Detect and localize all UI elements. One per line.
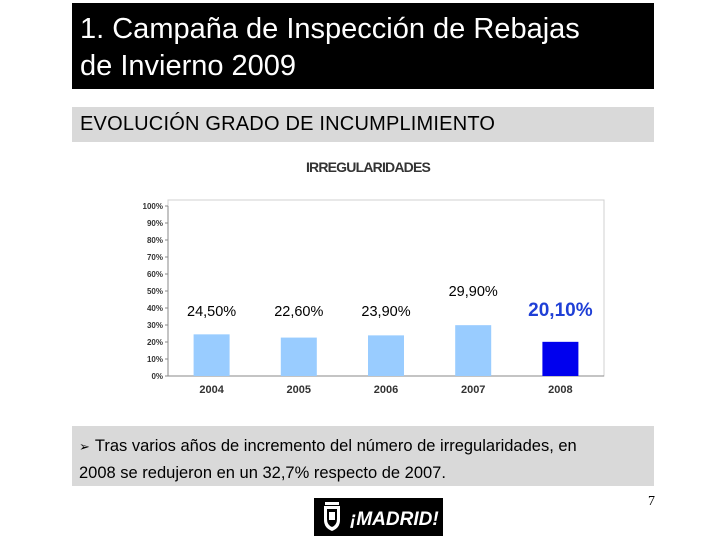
bar-chart-svg: IRREGULARIDADES 0% 10% 20% 30% 40% 50% 60% 70% 8… bbox=[143, 159, 605, 396]
y-tick-label: 40% bbox=[147, 304, 163, 313]
x-tick-label-2005: 2005 bbox=[287, 384, 311, 396]
y-tick-label: 60% bbox=[147, 270, 163, 279]
madrid-logo-text: ¡MADRID! bbox=[350, 509, 439, 530]
bar-2008 bbox=[542, 341, 579, 376]
y-tick-label: 0% bbox=[151, 372, 163, 381]
y-tick-label: 100% bbox=[143, 202, 163, 211]
x-tick-label-2006: 2006 bbox=[374, 384, 398, 396]
section-heading: EVOLUCIÓN GRADO DE INCUMPLIMIENTO bbox=[80, 113, 496, 135]
page-number: 7 bbox=[648, 494, 655, 509]
madrid-logo-svg: ¡MADRID! bbox=[324, 502, 439, 531]
y-tick-label: 30% bbox=[147, 321, 163, 330]
bar-2005 bbox=[280, 337, 317, 376]
madrid-crest-icon bbox=[324, 502, 340, 531]
note-text-1: Tras varios años de incremento del númer… bbox=[94, 437, 577, 455]
data-label-2007: 29,90% bbox=[449, 284, 498, 300]
bar-2006 bbox=[368, 335, 404, 376]
slide-title-line-2: de Invierno 2009 bbox=[80, 50, 297, 82]
chart-title: IRREGULARIDADES bbox=[306, 159, 431, 175]
y-tick-label: 90% bbox=[147, 219, 163, 228]
madrid-logo: ¡MADRID! bbox=[314, 498, 443, 536]
x-tick-label-2004: 2004 bbox=[199, 384, 224, 396]
data-label-2005: 22,60% bbox=[274, 304, 323, 320]
y-tick-label: 20% bbox=[147, 338, 163, 347]
slide-title-line-1: 1. Campaña de Inspección de Rebajas bbox=[80, 13, 580, 45]
y-tick-label: 50% bbox=[147, 287, 163, 296]
y-ticks: 0% 10% 20% 30% 40% 50% 60% 70% 80% 90% 100% bbox=[143, 202, 168, 381]
y-tick-label: 70% bbox=[147, 253, 163, 262]
note-line-2: 2008 se redujeron en un 32,7% respecto d… bbox=[79, 464, 446, 482]
note-line-1: ➢ Tras varios años de incremento del núme… bbox=[79, 433, 654, 460]
y-tick-label: 80% bbox=[147, 236, 163, 245]
bar-chart: IRREGULARIDADES 0% 10% 20% 30% 40% 50% 60% 70% 8… bbox=[110, 150, 630, 410]
data-label-2006: 23,90% bbox=[361, 304, 410, 320]
note-box: ➢ Tras varios años de incremento del núme… bbox=[72, 426, 654, 486]
bar-2007 bbox=[455, 325, 492, 376]
x-tick-label-2008: 2008 bbox=[548, 384, 572, 396]
data-label-2004: 24,50% bbox=[187, 304, 236, 320]
slide-title-box: 1. Campaña de Inspección de Rebajas de I… bbox=[72, 3, 654, 89]
y-tick-label: 10% bbox=[147, 355, 163, 364]
section-heading-box: EVOLUCIÓN GRADO DE INCUMPLIMIENTO bbox=[72, 107, 654, 142]
x-labels: 2004 2005 2006 2007 2008 bbox=[199, 384, 572, 396]
arrow-bullet-icon: ➢ bbox=[79, 439, 90, 454]
x-tick-label-2007: 2007 bbox=[461, 384, 485, 396]
bars bbox=[193, 325, 579, 376]
bar-2004 bbox=[193, 334, 230, 376]
data-labels: 24,50% 22,60% 23,90% 29,90% 20,10% bbox=[187, 284, 593, 321]
data-label-2008: 20,10% bbox=[528, 300, 593, 321]
